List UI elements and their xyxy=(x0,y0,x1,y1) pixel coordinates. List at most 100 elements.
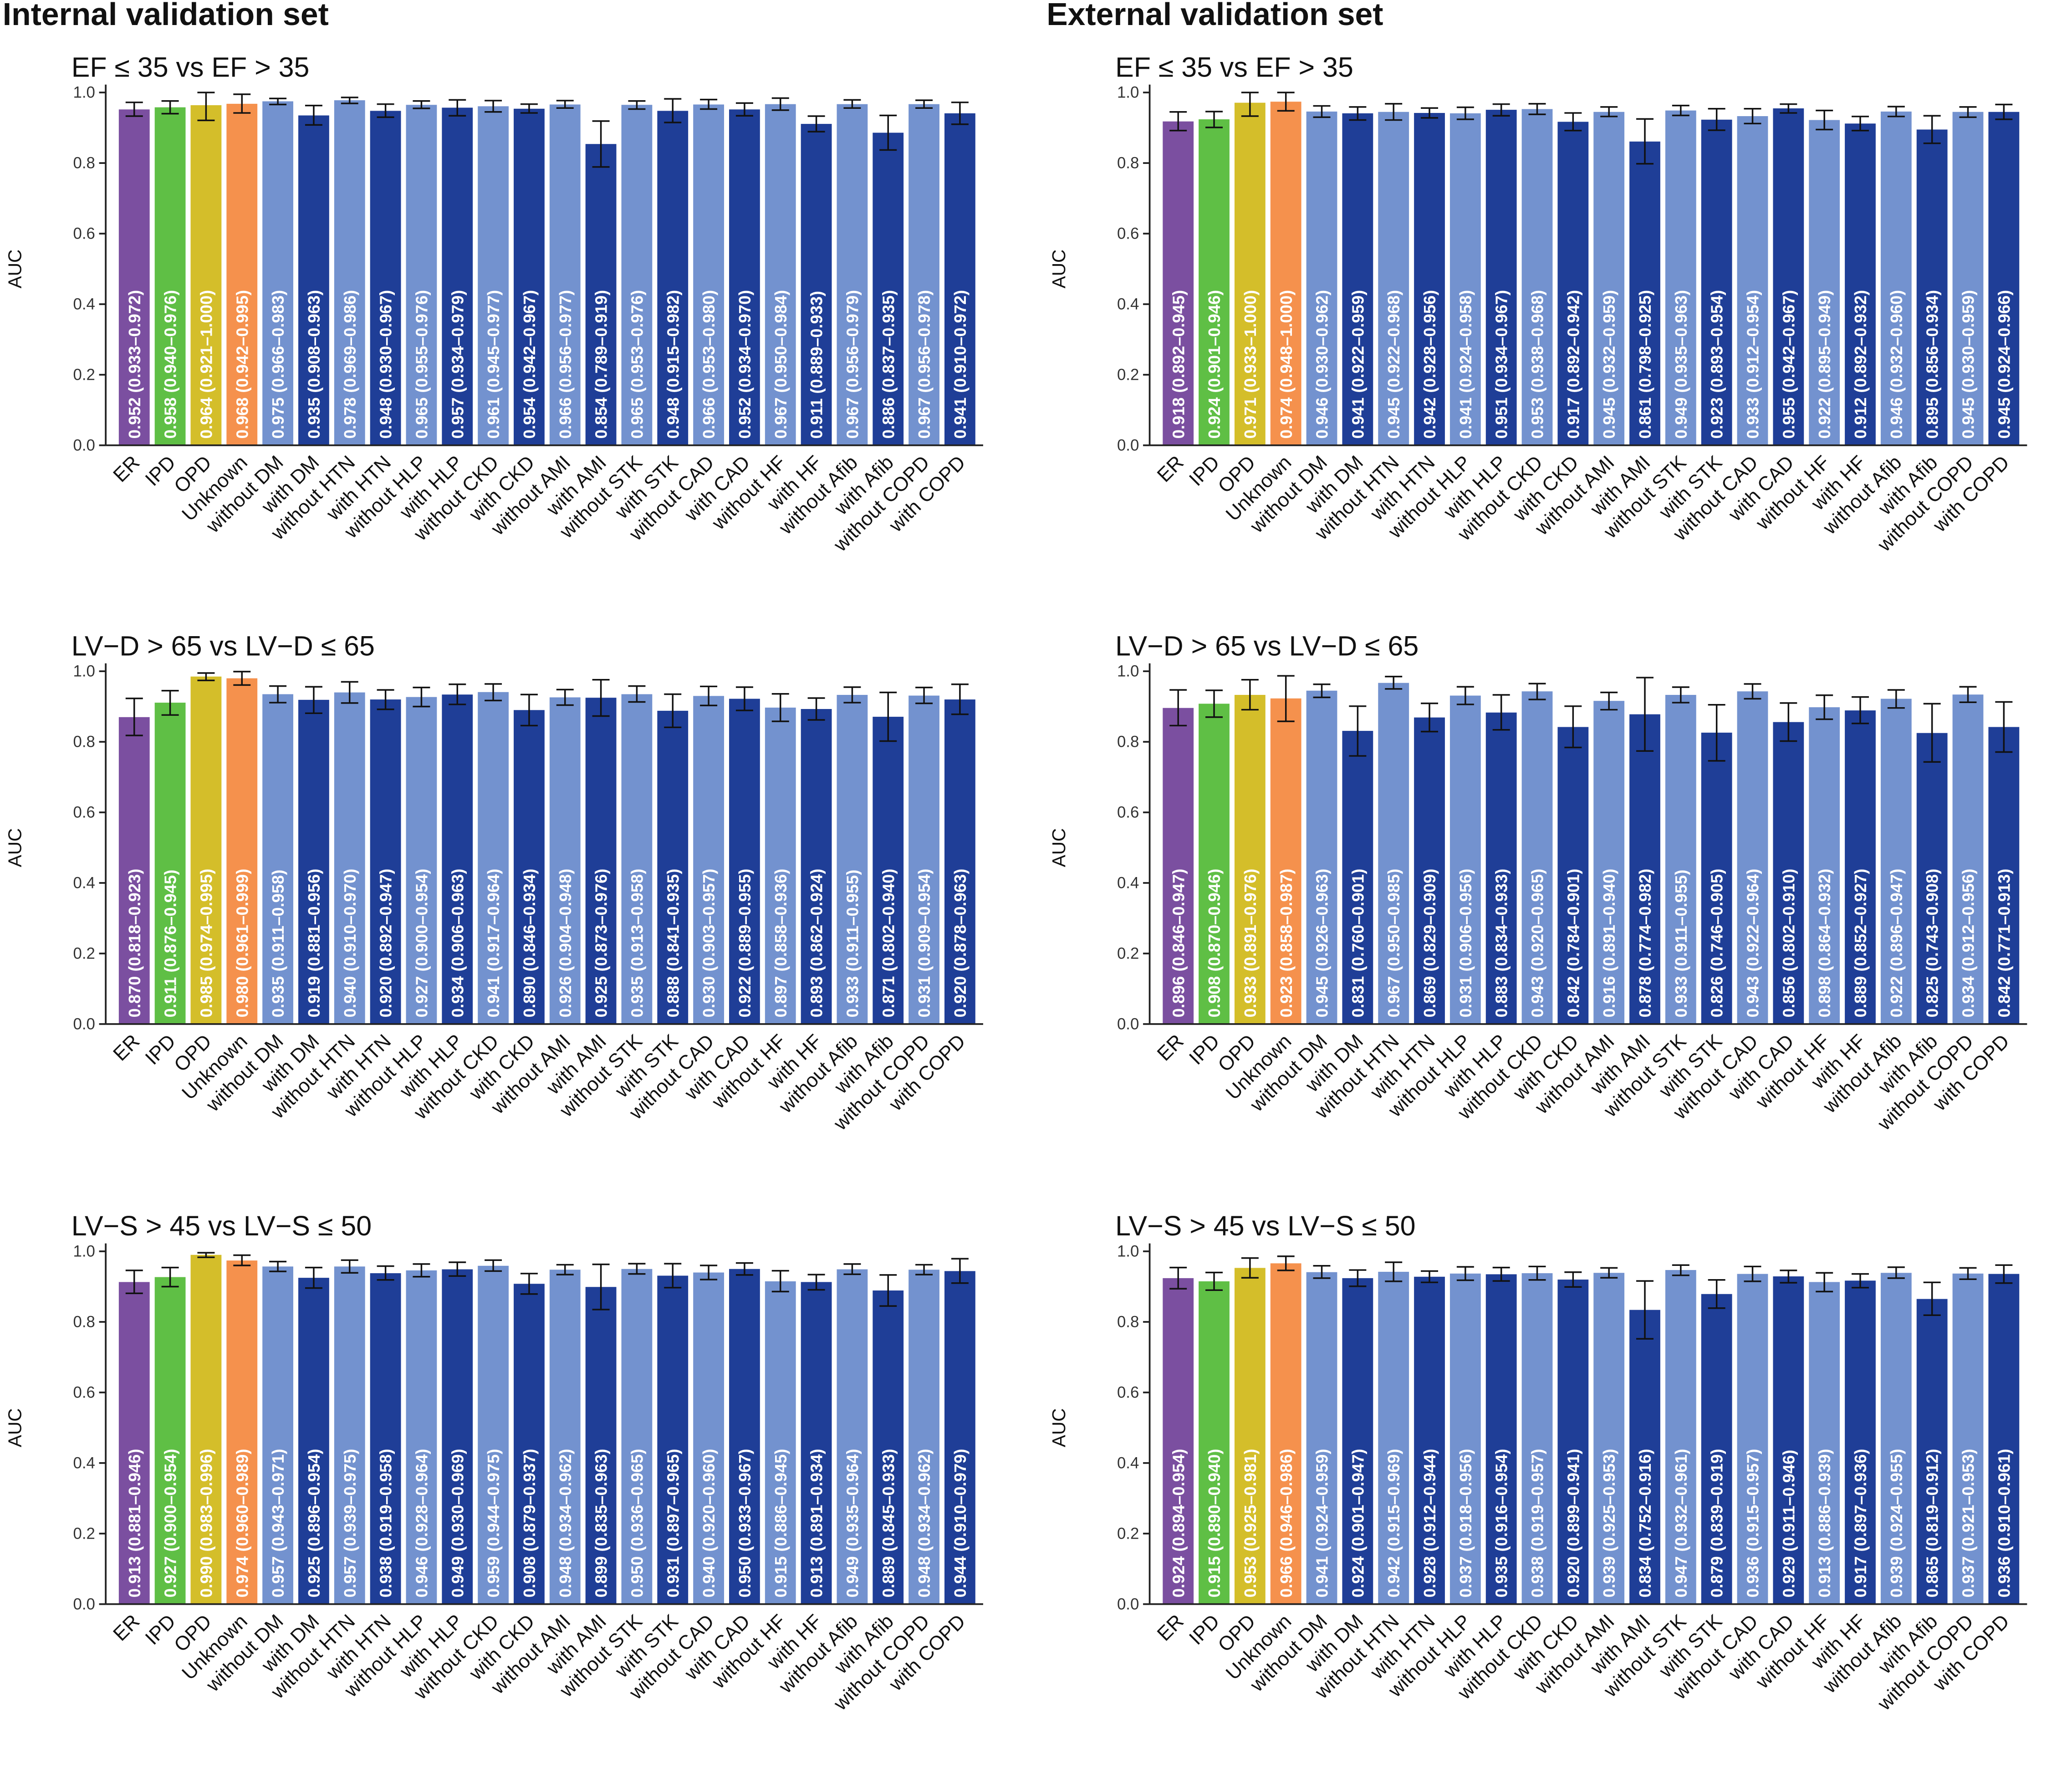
bar-value-label: 0.950 (0.933–0.967) xyxy=(735,1449,754,1598)
bar-without-stk xyxy=(621,105,653,445)
bar-value-label: 0.917 (0.897–0.936) xyxy=(1851,1449,1870,1598)
bar-with-hf xyxy=(1845,123,1876,445)
bar-value-label: 0.911 (0.889–0.933) xyxy=(807,291,826,439)
bar-value-label: 0.966 (0.946–0.986) xyxy=(1277,1449,1296,1598)
bar-value-label: 0.952 (0.933–0.972) xyxy=(125,290,144,439)
bar-with-stk xyxy=(1701,119,1732,445)
chart-title: LV−D > 65 vs LV−D ≤ 65 xyxy=(1115,630,1419,661)
bar-without-stk xyxy=(1665,695,1696,1024)
bar-opd xyxy=(1234,1268,1266,1604)
bar-value-label: 0.936 (0.915–0.957) xyxy=(1744,1449,1762,1598)
bar-without-hf xyxy=(765,1281,796,1604)
bar-without-stk xyxy=(1665,110,1696,445)
bar-without-hlp xyxy=(1449,1273,1481,1604)
external-ef-chart: EF ≤ 35 vs EF > 35 AUC 0.0 0.2 0.4 0.6 0.8 1.0 0… xyxy=(1044,40,2061,621)
bar-without-copd xyxy=(908,1270,939,1604)
external-ef-svg: EF ≤ 35 vs EF > 35 AUC 0.0 0.2 0.4 0.6 0.8 1.0 0… xyxy=(1048,51,2027,556)
bar-value-label: 0.870 (0.818–0.923) xyxy=(125,869,144,1018)
bar-value-label: 0.967 (0.956–0.979) xyxy=(843,290,862,439)
internal-lvs-svg: LV−S > 45 vs LV−S ≤ 50 AUC 0.0 0.2 0.4 0.6 0.8… xyxy=(4,1210,983,1715)
bar-value-label: 0.985 (0.974–0.995) xyxy=(197,869,215,1018)
bar-without-afib xyxy=(837,695,868,1024)
bar-value-label: 0.912 (0.892–0.932) xyxy=(1851,290,1870,439)
bar-value-label: 0.965 (0.955–0.976) xyxy=(412,290,431,439)
external-section-title: External validation set xyxy=(1046,0,1383,33)
bar-ipd xyxy=(1199,1281,1230,1604)
bar-without-cad xyxy=(1737,1274,1768,1604)
bar-with-hf xyxy=(1845,1280,1876,1604)
bar-with-htn xyxy=(1414,1276,1445,1604)
y-tick-label: 0.8 xyxy=(73,733,95,751)
y-tick-label: 0.0 xyxy=(1117,1595,1139,1613)
bar-value-label: 0.826 (0.746–0.905) xyxy=(1708,869,1726,1018)
bar-value-label: 0.934 (0.906–0.963) xyxy=(448,869,467,1018)
internal-ef-svg: EF ≤ 35 vs EF > 35 AUC 0.0 0.2 0.4 0.6 0.8 1.0 0… xyxy=(4,51,983,556)
bar-value-label: 0.943 (0.920–0.965) xyxy=(1528,869,1547,1018)
bar-with-hf xyxy=(801,709,832,1024)
external-lvd-chart: LV−D > 65 vs LV−D ≤ 65 AUC 0.0 0.2 0.4 0.6 0.8… xyxy=(1044,618,2061,1200)
bar-value-label: 0.948 (0.915–0.982) xyxy=(663,290,682,439)
y-tick-label: 0.0 xyxy=(73,1595,95,1613)
bar-value-label: 0.889 (0.845–0.933) xyxy=(879,1449,898,1598)
bar-value-label: 0.911 (0.876–0.945) xyxy=(161,870,180,1018)
bar-value-label: 0.922 (0.895–0.949) xyxy=(1815,290,1834,439)
y-axis-label: AUC xyxy=(4,250,25,289)
bar-er xyxy=(118,717,150,1024)
bar-value-label: 0.954 (0.942–0.967) xyxy=(520,290,539,439)
bar-unknown xyxy=(1270,1263,1301,1604)
bar-opd xyxy=(190,676,222,1024)
bar-with-hlp xyxy=(442,694,473,1024)
bar-value-label: 0.895 (0.856–0.934) xyxy=(1923,290,1942,439)
bar-ipd xyxy=(154,1277,186,1604)
bar-value-label: 0.945 (0.930–0.959) xyxy=(1959,290,1978,439)
bar-without-afib xyxy=(1880,111,1912,445)
bar-without-afib xyxy=(837,1269,868,1604)
bar-with-dm xyxy=(1342,113,1373,445)
bar-value-label: 0.941 (0.924–0.958) xyxy=(1456,290,1475,439)
bar-with-copd xyxy=(1988,112,2020,445)
y-tick-label: 0.6 xyxy=(73,225,95,243)
bar-without-ami xyxy=(1593,1273,1625,1604)
category-label-er: ER xyxy=(1153,1030,1188,1066)
bar-value-label: 0.940 (0.910–0.970) xyxy=(341,869,359,1018)
bar-value-label: 0.871 (0.802–0.940) xyxy=(879,869,898,1018)
bar-value-label: 0.896 (0.846–0.947) xyxy=(1169,869,1188,1018)
bar-without-hlp xyxy=(406,1270,437,1604)
bar-with-ckd xyxy=(1557,727,1589,1024)
bar-without-afib xyxy=(1880,1273,1912,1604)
bar-with-afib xyxy=(873,133,904,445)
bar-without-stk xyxy=(621,1269,653,1604)
bar-value-label: 0.883 (0.834–0.933) xyxy=(1492,869,1511,1018)
bar-without-ami xyxy=(549,1270,581,1604)
bar-value-label: 0.908 (0.879–0.937) xyxy=(520,1449,539,1598)
bar-with-stk xyxy=(1701,1294,1732,1604)
bar-value-label: 0.923 (0.858–0.987) xyxy=(1277,869,1296,1018)
bar-value-label: 0.945 (0.926–0.963) xyxy=(1313,869,1332,1018)
bar-with-afib xyxy=(1916,129,1948,445)
internal-lvs-chart: LV−S > 45 vs LV−S ≤ 50 AUC 0.0 0.2 0.4 0.6 0.8… xyxy=(0,1199,1017,1780)
y-tick-label: 0.2 xyxy=(73,1525,95,1542)
bar-without-hf xyxy=(1809,120,1840,445)
external-lvs-chart: LV−S > 45 vs LV−S ≤ 50 AUC 0.0 0.2 0.4 0.6 0.8… xyxy=(1044,1199,2061,1780)
internal-ef-chart: EF ≤ 35 vs EF > 35 AUC 0.0 0.2 0.4 0.6 0.8 1.0 0… xyxy=(0,40,1017,621)
y-tick-label: 0.6 xyxy=(73,804,95,821)
y-tick-label: 0.4 xyxy=(73,296,95,313)
bar-without-ckd xyxy=(1521,1273,1553,1604)
bar-value-label: 0.967 (0.956–0.978) xyxy=(915,290,934,439)
bar-with-ckd xyxy=(514,710,545,1024)
bar-value-label: 0.945 (0.932–0.959) xyxy=(1600,290,1618,439)
y-tick-label: 0.8 xyxy=(73,154,95,172)
bar-with-hlp xyxy=(1485,1274,1517,1604)
bar-value-label: 0.942 (0.915–0.969) xyxy=(1384,1449,1403,1598)
bar-without-copd xyxy=(1952,112,1984,445)
bar-value-label: 0.929 (0.911–0.946) xyxy=(1779,1450,1798,1598)
bar-value-label: 0.933 (0.912–0.954) xyxy=(1744,290,1762,439)
bar-without-dm xyxy=(262,1266,294,1604)
bar-value-label: 0.975 (0.966–0.983) xyxy=(269,290,287,439)
chart-title: EF ≤ 35 vs EF > 35 xyxy=(71,51,310,82)
bar-without-htn xyxy=(1378,683,1409,1024)
y-tick-label: 0.4 xyxy=(73,1454,95,1472)
bar-value-label: 0.936 (0.910–0.961) xyxy=(1995,1449,2013,1598)
bar-with-hf xyxy=(801,1282,832,1604)
bar-value-label: 0.919 (0.881–0.956) xyxy=(305,869,323,1018)
